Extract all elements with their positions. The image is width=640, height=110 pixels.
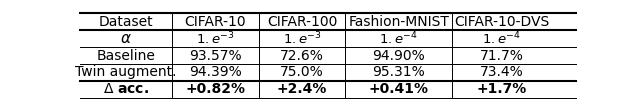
Text: +2.4%: +2.4%	[276, 82, 327, 96]
Text: 71.7%: 71.7%	[479, 49, 524, 63]
Text: 93.57%: 93.57%	[189, 49, 241, 63]
Text: Fashion-MNIST: Fashion-MNIST	[348, 15, 449, 29]
Text: 95.31%: 95.31%	[372, 65, 425, 80]
Text: Baseline: Baseline	[97, 49, 156, 63]
Text: CIFAR-10-DVS: CIFAR-10-DVS	[454, 15, 549, 29]
Text: $1.e^{-4}$: $1.e^{-4}$	[379, 30, 418, 47]
Text: CIFAR-100: CIFAR-100	[267, 15, 337, 29]
Text: 72.6%: 72.6%	[280, 49, 324, 63]
Text: 94.90%: 94.90%	[372, 49, 425, 63]
Text: $1.e^{-4}$: $1.e^{-4}$	[482, 30, 521, 47]
Text: Dataset: Dataset	[99, 15, 153, 29]
Text: Twin augment.: Twin augment.	[75, 65, 177, 80]
Text: CIFAR-10: CIFAR-10	[184, 15, 246, 29]
Text: $1.e^{-3}$: $1.e^{-3}$	[282, 30, 321, 47]
Text: $\Delta$ acc.: $\Delta$ acc.	[103, 82, 149, 96]
Text: 75.0%: 75.0%	[280, 65, 324, 80]
Text: $\alpha$: $\alpha$	[120, 31, 132, 46]
Text: $1.e^{-3}$: $1.e^{-3}$	[196, 30, 235, 47]
Text: 73.4%: 73.4%	[480, 65, 524, 80]
Text: 94.39%: 94.39%	[189, 65, 241, 80]
Text: +0.41%: +0.41%	[369, 82, 429, 96]
Text: +1.7%: +1.7%	[476, 82, 527, 96]
Text: +0.82%: +0.82%	[185, 82, 245, 96]
